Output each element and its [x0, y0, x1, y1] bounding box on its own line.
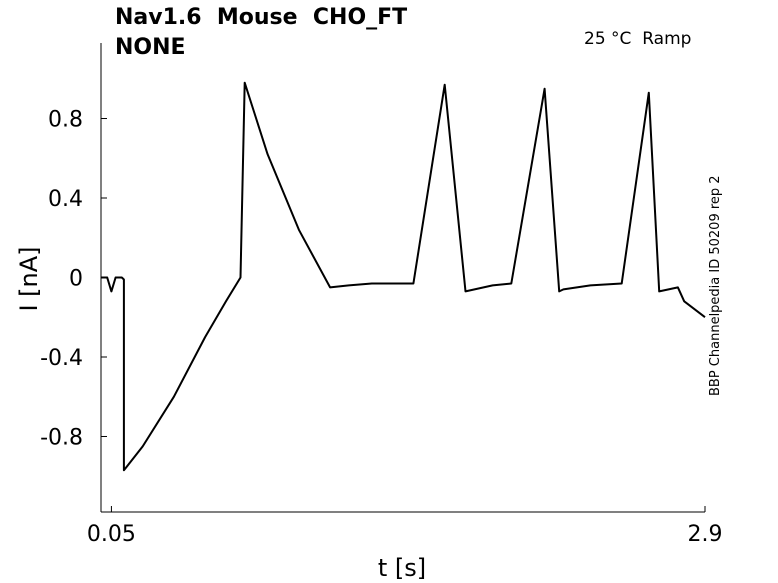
chart-title-line-1: Nav1.6 Mouse CHO_FT [115, 5, 408, 30]
ticks: 0.8 0.4 0 -0.4 -0.8 0.05 2.9 [40, 108, 722, 547]
x-tick-label: 2.9 [688, 522, 723, 547]
y-axis-label: I [nA] [15, 246, 43, 311]
channelpedia-id-label: BBP Channelpedia ID 50209 rep 2 [708, 175, 723, 396]
x-axis-label: t [s] [378, 554, 426, 582]
axes [100, 43, 705, 513]
y-tick-label: 0.4 [48, 187, 83, 212]
y-tick-label: -0.4 [40, 346, 83, 371]
condition-annotation: 25 °C Ramp [584, 29, 692, 49]
y-tick-label: 0.8 [48, 108, 83, 133]
current-trace-line [101, 81, 706, 472]
series-layer [101, 81, 706, 472]
y-tick-label: -0.8 [40, 425, 83, 450]
chart-title-line-2: NONE [115, 35, 186, 60]
y-tick-label: 0 [69, 267, 83, 292]
x-tick-label: 0.05 [87, 522, 136, 547]
